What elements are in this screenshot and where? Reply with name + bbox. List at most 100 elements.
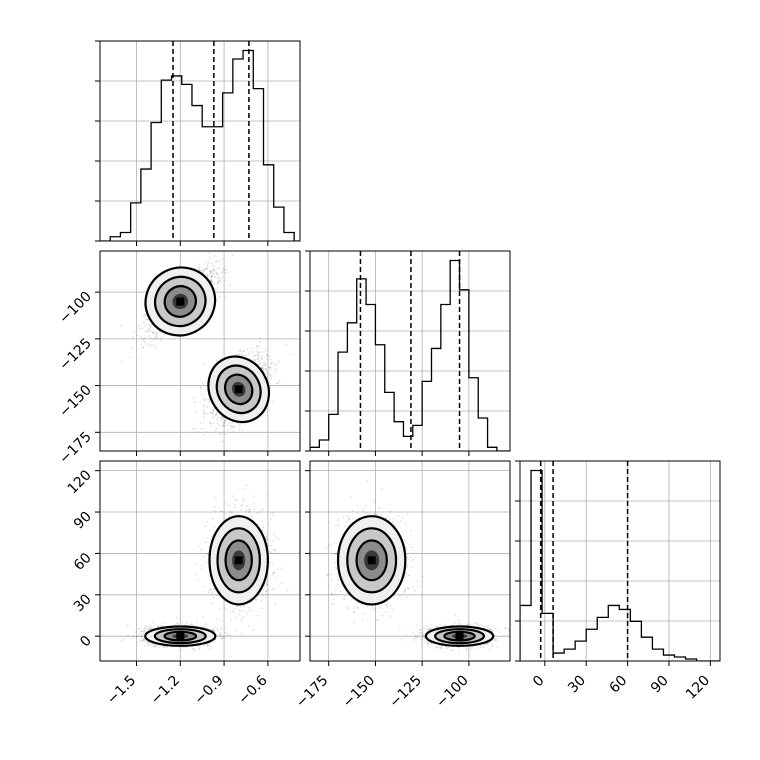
sample-point: [196, 620, 198, 623]
sample-point: [159, 339, 162, 342]
sample-point: [215, 617, 218, 620]
sample-point: [221, 417, 224, 420]
sample-point: [214, 429, 217, 432]
sample-point: [277, 360, 280, 363]
sample-point: [143, 638, 146, 641]
sample-point: [278, 379, 281, 382]
sample-point: [152, 337, 155, 340]
sample-point: [236, 353, 239, 356]
sample-point: [239, 610, 242, 613]
sample-point: [243, 350, 246, 353]
contour-line: [163, 285, 198, 318]
sample-point: [142, 630, 145, 633]
sample-point: [219, 279, 221, 282]
sample-point: [223, 422, 226, 425]
histogram-p2: [310, 259, 510, 451]
sample-point: [207, 261, 210, 264]
sample-point: [204, 541, 207, 544]
sample-point: [158, 330, 161, 333]
sample-point: [257, 355, 260, 358]
sample-point: [214, 287, 217, 290]
sample-point: [259, 362, 261, 364]
panel-frame: [309, 250, 511, 452]
sample-point: [148, 329, 150, 332]
sample-point: [274, 364, 276, 367]
sample-point: [206, 275, 209, 278]
sample-point: [286, 589, 289, 592]
sample-point: [266, 376, 269, 379]
sample-point: [265, 584, 268, 586]
sample-point: [211, 411, 214, 414]
sample-point: [140, 343, 143, 346]
sample-point: [199, 386, 202, 389]
sample-point: [137, 325, 140, 328]
sample-point: [142, 339, 145, 342]
sample-point: [211, 422, 214, 425]
sample-point: [238, 350, 241, 353]
sample-point: [204, 269, 206, 271]
contour-line: [154, 275, 207, 328]
sample-point: [261, 594, 264, 597]
sample-point: [206, 520, 209, 523]
sample-point: [214, 625, 217, 628]
sample-point: [229, 611, 231, 614]
sample-point: [233, 425, 236, 428]
sample-point: [258, 357, 261, 360]
sample-point: [210, 270, 212, 273]
sample-point: [215, 413, 218, 416]
sample-point: [203, 555, 205, 558]
sample-point: [251, 610, 253, 612]
sample-point: [141, 630, 144, 633]
panel-frame: [99, 250, 301, 452]
sample-point: [227, 429, 230, 431]
sample-point: [252, 355, 255, 357]
sample-point: [127, 635, 129, 637]
sample-point: [206, 644, 209, 647]
sample-point: [142, 639, 145, 642]
sample-point: [210, 275, 213, 278]
sample-point: [265, 369, 267, 372]
sample-point: [242, 605, 245, 608]
sample-point: [140, 632, 143, 635]
sample-point: [202, 397, 205, 400]
sample-point: [177, 623, 180, 625]
sample-point: [240, 504, 243, 506]
sample-point: [209, 271, 212, 273]
sample-point: [157, 625, 160, 628]
sample-point: [221, 637, 224, 640]
sample-point: [259, 509, 262, 512]
sample-point: [213, 255, 216, 257]
sample-point: [221, 425, 224, 428]
sample-point: [154, 337, 157, 340]
sample-point: [149, 337, 152, 339]
sample-point: [204, 562, 207, 564]
sample-point: [242, 499, 245, 502]
sample-point: [164, 334, 167, 336]
sample-point: [147, 343, 149, 346]
sample-point: [255, 354, 258, 357]
sample-point: [209, 279, 212, 282]
sample-point: [230, 426, 233, 429]
sample-point: [197, 267, 200, 270]
sample-point: [268, 366, 270, 369]
sample-point: [248, 509, 251, 511]
sample-point: [147, 328, 150, 331]
sample-point: [208, 398, 210, 401]
sample-point: [159, 337, 162, 340]
sample-point: [152, 331, 155, 334]
sample-point: [160, 625, 162, 628]
sample-point: [180, 649, 183, 651]
sample-point: [256, 357, 259, 360]
sample-point: [210, 411, 213, 414]
sample-point: [209, 528, 211, 531]
sample-point: [133, 330, 136, 333]
sample-point: [203, 644, 205, 647]
sample-point: [255, 344, 258, 347]
sample-point: [213, 267, 215, 270]
sample-point: [274, 576, 276, 579]
sample-point: [144, 631, 147, 633]
sample-point: [142, 346, 145, 348]
sample-point: [166, 646, 168, 648]
sample-point: [209, 411, 212, 414]
sample-point: [255, 350, 258, 353]
